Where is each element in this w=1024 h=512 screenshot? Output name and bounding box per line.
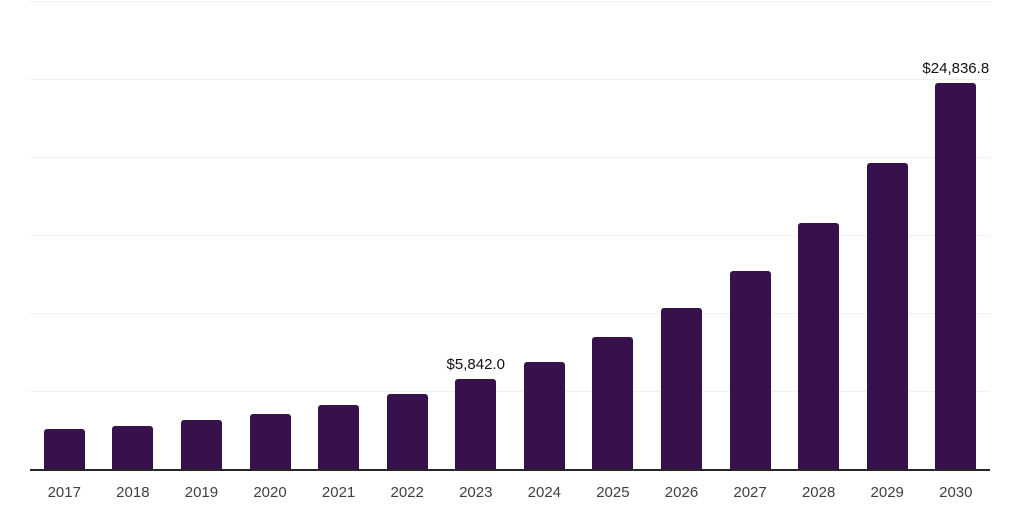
bar-2027 [729, 271, 771, 470]
x-tick-label-2024: 2024 [527, 484, 562, 501]
x-tick-label-2030: 2030 [939, 484, 973, 501]
gridline [30, 1, 990, 2]
x-tick-label-2026: 2026 [664, 484, 699, 501]
bar-slot-2019 [167, 2, 236, 470]
gridline [30, 313, 990, 314]
bar-2018 [112, 426, 154, 470]
x-axis-labels: 2017 2018 2019 2020 2021 2022 2023 2024 2025 2026… [30, 484, 990, 502]
bar-2019 [180, 420, 222, 470]
x-tick-label-2023: 2023 [459, 484, 493, 501]
bar-slot-2026 [647, 2, 716, 470]
bar-2023 [455, 379, 497, 470]
plot-area: $5,842.0 $24,836.8 [30, 1, 990, 470]
gridline [30, 391, 990, 392]
bar-slot-2027 [716, 2, 785, 470]
x-tick-label-2025: 2025 [596, 484, 630, 501]
bar-2025 [592, 337, 634, 470]
bar-2030 [935, 83, 977, 470]
x-tick-label-2020: 2020 [253, 484, 287, 501]
bar-slot-2021 [304, 2, 373, 470]
x-tick-label-2027: 2027 [733, 484, 767, 501]
bar-slot-2018 [99, 2, 168, 470]
bar-2024 [523, 362, 565, 470]
value-label-2023: $5,842.0 [446, 356, 505, 373]
gridline [30, 235, 990, 236]
bar-2029 [866, 163, 908, 470]
gridline [30, 157, 990, 158]
bar-2022 [386, 394, 428, 470]
bar-slot-2022 [373, 2, 442, 470]
x-tick-label-2029: 2029 [870, 484, 904, 501]
bar-2026 [660, 308, 702, 470]
bar-slot-2023: $5,842.0 [441, 2, 510, 470]
bar-slot-2025 [579, 2, 648, 470]
gridline [30, 79, 990, 80]
bar-slot-2030: $24,836.8 [922, 2, 991, 470]
bar-2020 [249, 414, 291, 470]
x-tick-label-2018: 2018 [116, 484, 150, 501]
x-tick-label-2022: 2022 [390, 484, 424, 501]
bar-slot-2028 [784, 2, 853, 470]
bar-2021 [318, 405, 360, 470]
bar-2017 [43, 429, 85, 470]
x-axis-line [30, 469, 990, 471]
x-tick-label-2019: 2019 [184, 484, 219, 501]
x-tick-label-2021: 2021 [321, 484, 356, 501]
bar-2028 [798, 223, 840, 470]
bar-slot-2024 [510, 2, 579, 470]
value-label-2030: $24,836.8 [922, 60, 990, 77]
bars-row: $5,842.0 $24,836.8 [30, 2, 990, 470]
x-tick-label-2028: 2028 [801, 484, 836, 501]
x-tick-label-2017: 2017 [47, 484, 81, 501]
bar-slot-2017 [30, 2, 99, 470]
bar-slot-2029 [853, 2, 922, 470]
bar-slot-2020 [236, 2, 305, 470]
